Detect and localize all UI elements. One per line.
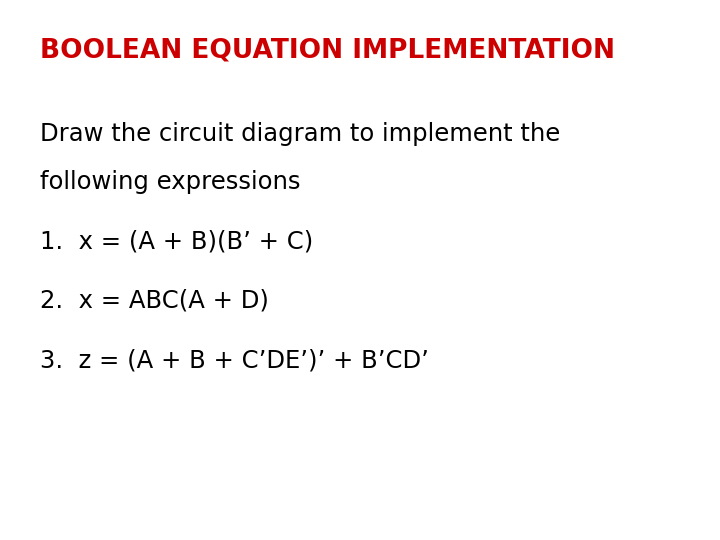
Text: Draw the circuit diagram to implement the: Draw the circuit diagram to implement th… (40, 122, 560, 145)
Text: BOOLEAN EQUATION IMPLEMENTATION: BOOLEAN EQUATION IMPLEMENTATION (40, 38, 615, 64)
Text: 1.  x = (A + B)(B’ + C): 1. x = (A + B)(B’ + C) (40, 230, 313, 253)
Text: following expressions: following expressions (40, 170, 300, 194)
Text: 3.  z = (A + B + C’DE’)’ + B’CD’: 3. z = (A + B + C’DE’)’ + B’CD’ (40, 348, 428, 372)
Text: 2.  x = ABC(A + D): 2. x = ABC(A + D) (40, 289, 269, 313)
